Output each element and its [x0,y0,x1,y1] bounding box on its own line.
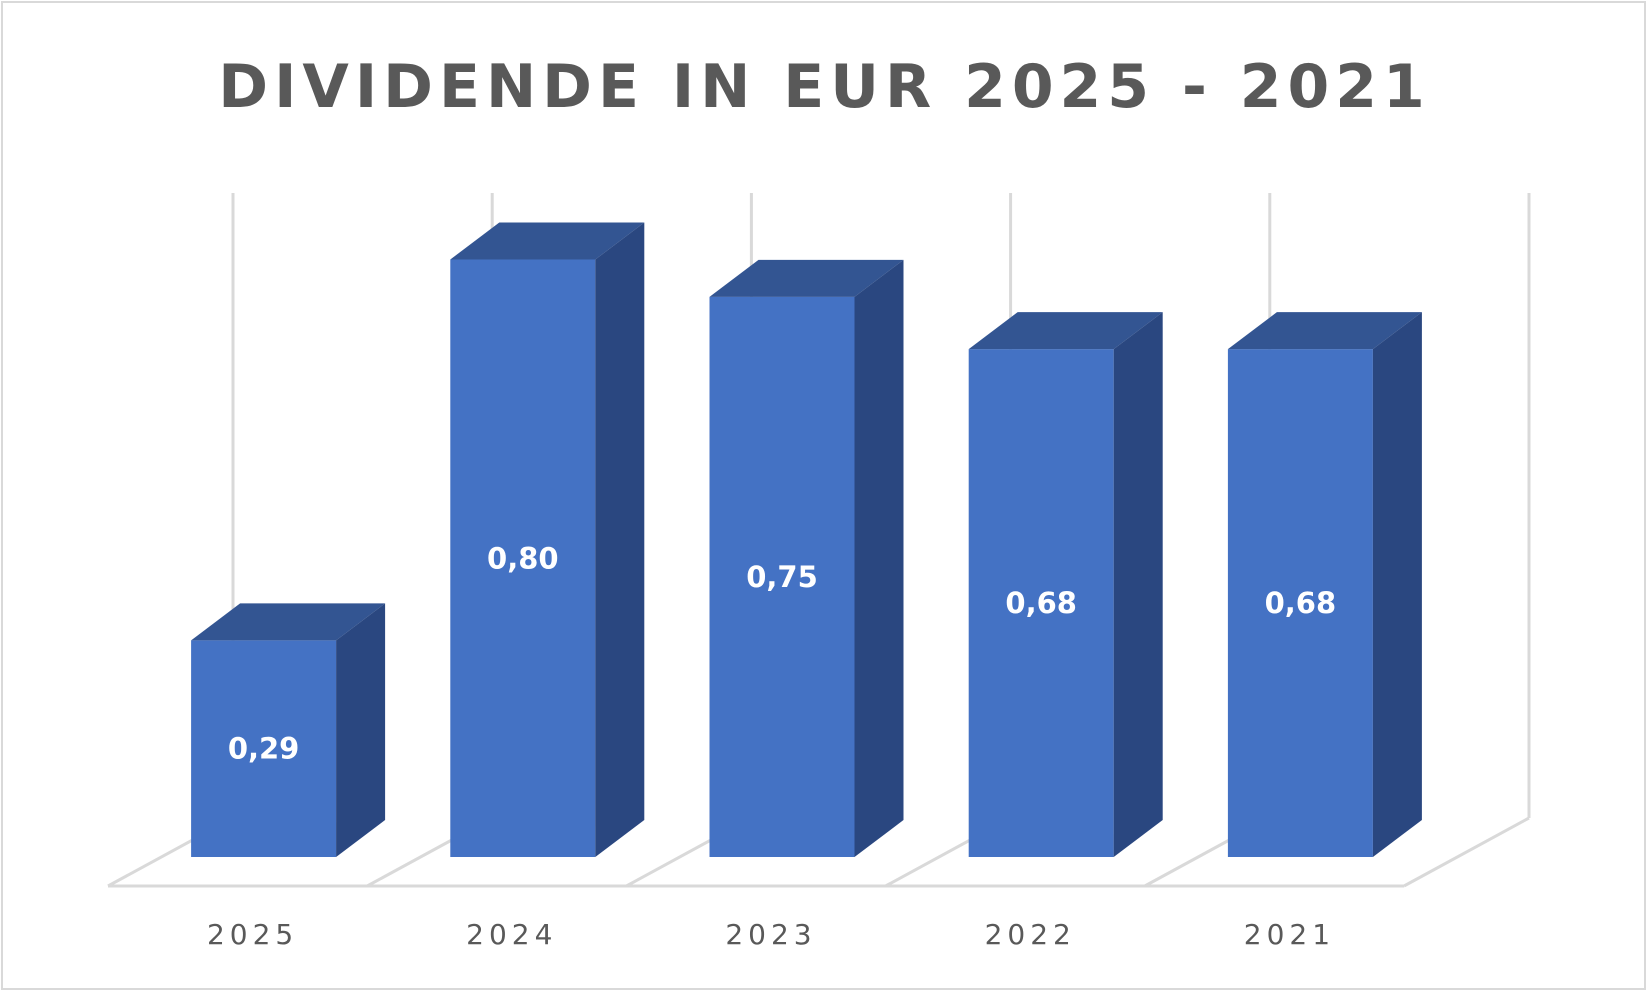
bar-side-2022 [1113,312,1163,857]
bar-top-2022 [968,312,1163,350]
bar-top-2021 [1227,312,1422,350]
bar-side-2025 [336,603,386,857]
bar-top-2023 [709,259,904,297]
data-label-2022: 0,68 [1005,586,1077,620]
bar-front-2023 [709,296,855,857]
tick-label-2021: 2021 [1244,918,1335,951]
data-label-2024: 0,80 [487,541,559,575]
bar-front-2021 [1227,349,1373,857]
data-label-2021: 0,68 [1265,586,1337,620]
data-label-2025: 0,29 [228,732,300,766]
bar-side-2021 [1372,312,1422,857]
bar-front-2025 [191,640,337,857]
tick-label-2023: 2023 [725,918,816,951]
bar-top-2024 [450,222,645,260]
tick-label-2024: 2024 [466,918,557,951]
bar-side-2024 [595,222,645,857]
bar-top-2025 [191,603,386,641]
data-label-2023: 0,75 [746,560,818,594]
floor-gridline [1403,816,1530,888]
bar-front-2024 [450,259,596,857]
chart-title: DIVIDENDE IN EUR 2025 - 2021 [218,52,1431,122]
bar-front-2022 [968,349,1114,857]
tick-label-2022: 2022 [985,918,1076,951]
tick-label-2025: 2025 [207,918,298,951]
bar-side-2023 [854,259,904,857]
